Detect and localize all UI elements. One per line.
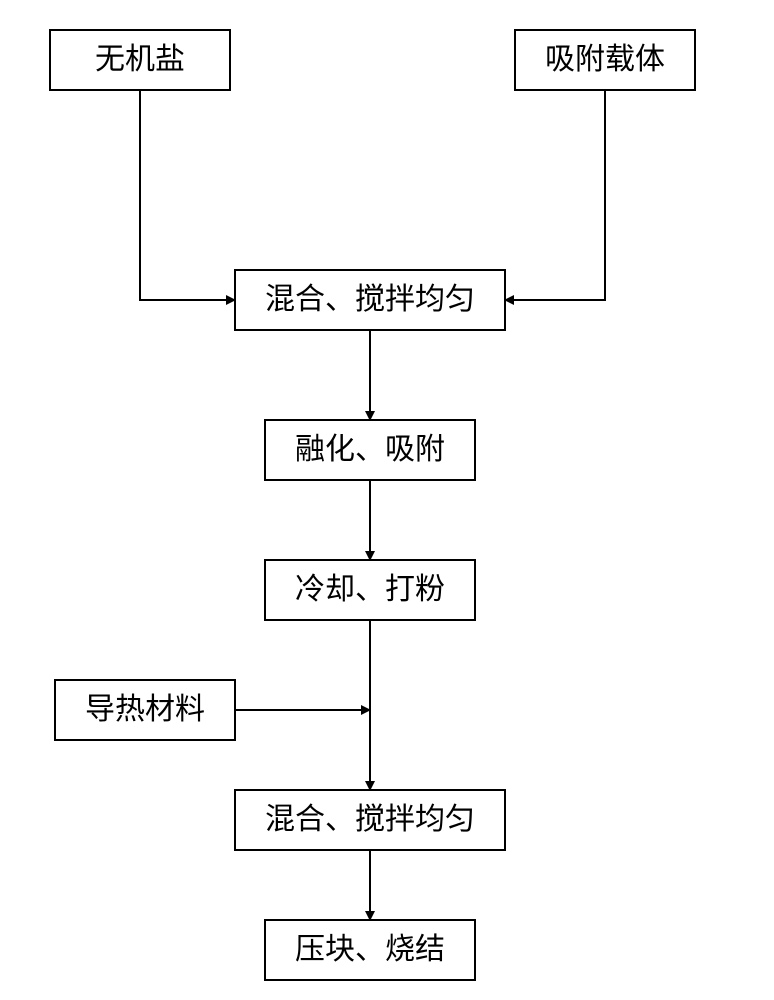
node-label-n8: 压块、烧结 <box>295 933 445 966</box>
node-n4: 融化、吸附 <box>265 420 475 480</box>
node-label-n1: 无机盐 <box>95 43 185 76</box>
node-n2: 吸附载体 <box>515 30 695 90</box>
node-n6: 导热材料 <box>55 680 235 740</box>
node-label-n4: 融化、吸附 <box>295 433 445 466</box>
edge-n1-n3 <box>140 90 235 300</box>
node-n7: 混合、搅拌均匀 <box>235 790 505 850</box>
node-label-n7: 混合、搅拌均匀 <box>265 803 475 836</box>
node-n3: 混合、搅拌均匀 <box>235 270 505 330</box>
node-label-n3: 混合、搅拌均匀 <box>265 283 475 316</box>
node-label-n5: 冷却、打粉 <box>295 573 445 606</box>
node-n8: 压块、烧结 <box>265 920 475 980</box>
node-label-n2: 吸附载体 <box>545 43 665 76</box>
node-label-n6: 导热材料 <box>85 693 205 726</box>
node-n5: 冷却、打粉 <box>265 560 475 620</box>
edge-n2-n3 <box>505 90 605 300</box>
node-n1: 无机盐 <box>50 30 230 90</box>
